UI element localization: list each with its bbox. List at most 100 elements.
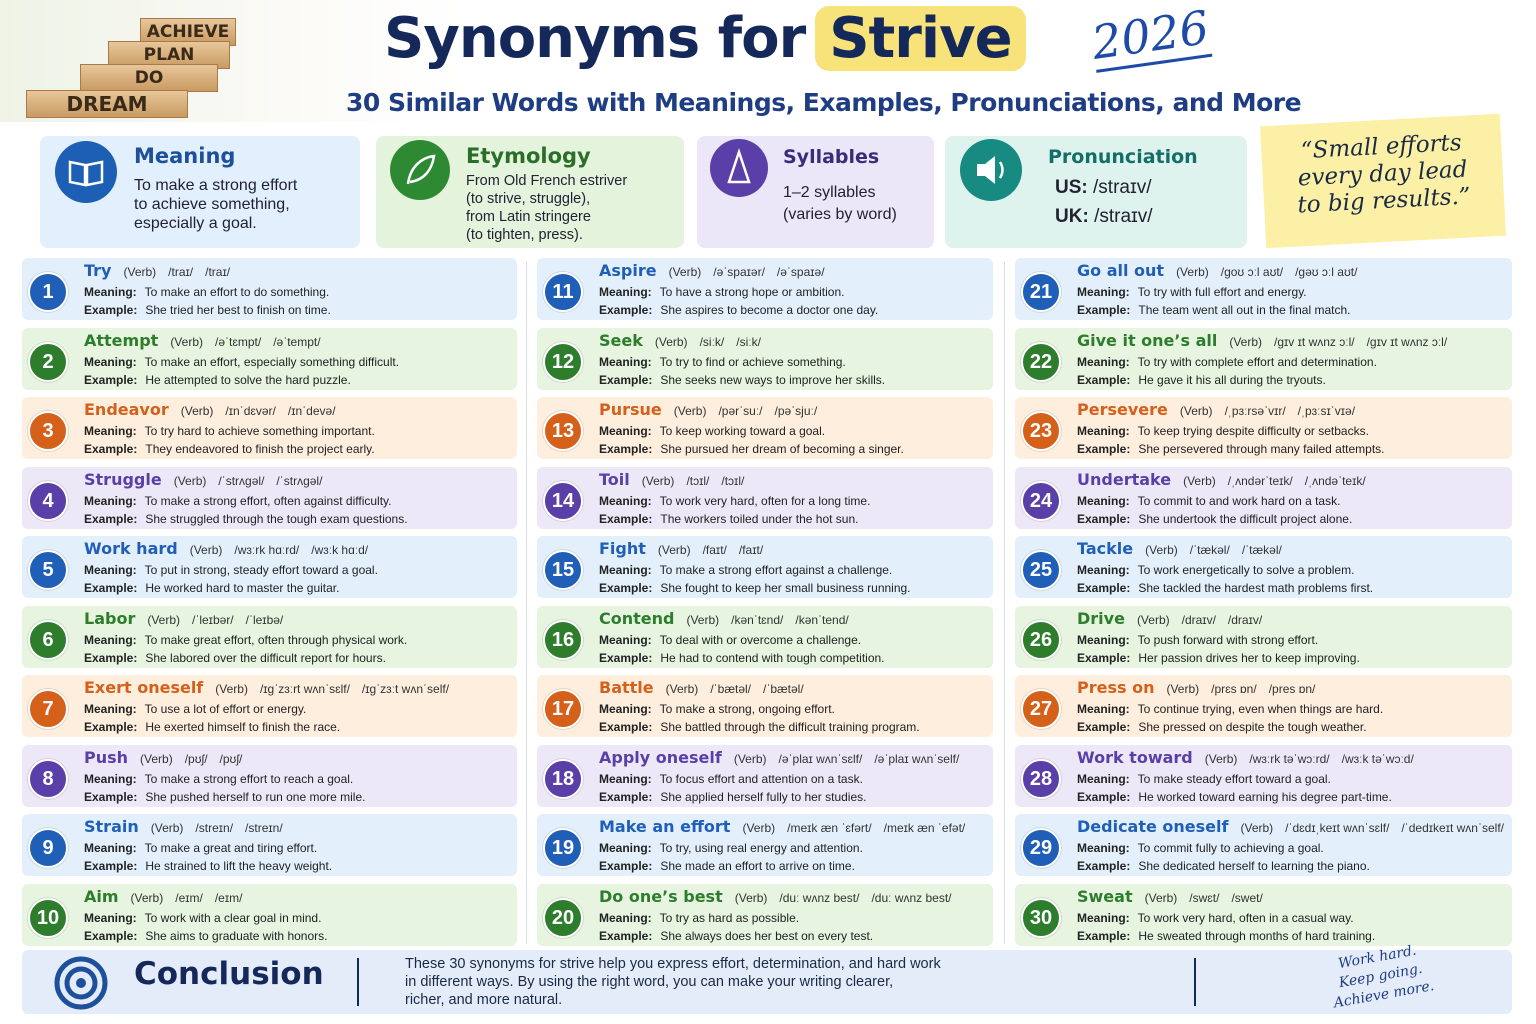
example: She applied herself fully to her studies… xyxy=(660,789,867,804)
headword-line: Make an effort (Verb) /meɪk æn ˈɛfərt/ /meɪ… xyxy=(599,817,977,836)
ipa-us: /traɪ/ xyxy=(168,265,194,279)
headword: Fight xyxy=(599,539,646,558)
label: Example: xyxy=(84,511,138,526)
ipa-uk: /ˈleɪbə/ xyxy=(245,612,284,627)
example-line: Example: She fought to keep her small bus… xyxy=(599,581,911,595)
ipa-us: /pərˈsuː/ xyxy=(718,404,763,418)
ipa-us: /eɪm/ xyxy=(175,890,203,905)
headword: Pursue xyxy=(599,400,662,419)
ipa-us: /ɡoʊ ɔːl aʊt/ xyxy=(1220,265,1284,279)
year: 2026 xyxy=(1088,0,1213,73)
ipa-uk: /ˈdedɪkeɪt wʌnˈself/ xyxy=(1401,821,1504,835)
ipa-uk: /eɪm/ xyxy=(214,890,243,905)
label: Meaning: xyxy=(1077,702,1130,716)
word-card: 15 Fight (Verb) /faɪt/ /faɪt/Meaning: To make… xyxy=(537,536,993,598)
conclusion-title: Conclusion xyxy=(134,956,324,992)
headword-line: Attempt (Verb) /əˈtɛmpt/ /əˈtempt/ xyxy=(84,331,333,350)
meaning: To put in strong, steady effort toward a… xyxy=(144,563,378,577)
number-badge: 27 xyxy=(1021,689,1061,729)
headword-line: Aspire (Verb) /əˈspaɪər/ /əˈspaɪə/ xyxy=(599,261,837,280)
meaning-line: Meaning: To commit fully to achieving a g… xyxy=(1077,841,1324,855)
example: She aspires to become a doctor one day. xyxy=(660,303,879,317)
ipa-us: /duː wʌnz best/ xyxy=(779,890,860,905)
headword-line: Push (Verb) /pʊʃ/ /pʊʃ/ xyxy=(84,748,254,767)
ipa-us: /əˈspaɪər/ xyxy=(713,265,765,279)
headword-line: Drive (Verb) /draɪv/ /draɪv/ xyxy=(1077,609,1274,628)
headword-line: Aim (Verb) /eɪm/ /eɪm/ xyxy=(84,887,254,906)
example: She aims to graduate with honors. xyxy=(145,928,328,943)
headword: Exert oneself xyxy=(84,678,204,697)
example: She always does her best on every test. xyxy=(660,928,874,943)
label: Meaning: xyxy=(1077,841,1130,855)
example: She pressed on despite the tough weather… xyxy=(1138,720,1367,734)
meaning-line: Meaning: To put in strong, steady effort … xyxy=(84,563,378,577)
word-card: 28 Work toward (Verb) /wɜːrk təˈwɔːrd/ /wɜːk… xyxy=(1015,744,1512,807)
headword: Aim xyxy=(84,886,119,906)
headword-line: Work hard (Verb) /wɜːrk hɑːrd/ /wɜːk hɑːd/ xyxy=(84,539,380,558)
part-of-speech: (Verb) xyxy=(1204,751,1238,766)
headword: Strain xyxy=(84,817,139,836)
part-of-speech: (Verb) xyxy=(123,265,157,279)
headword-line: Dedicate oneself (Verb) /ˈdɛdɪˌkeɪt wʌnˈsɛ… xyxy=(1077,817,1516,836)
meaning: To work energetically to solve a problem… xyxy=(1137,563,1355,577)
ipa-us: /pʊʃ/ xyxy=(184,751,208,766)
ipa-uk: /duː wʌnz best/ xyxy=(871,890,952,905)
example: She fought to keep her small business ru… xyxy=(660,581,911,595)
text-line: From Old French estriver xyxy=(466,173,628,189)
meaning: To work very hard, often in a casual way… xyxy=(1137,910,1354,925)
meaning-line: Meaning: To try to find or achieve someth… xyxy=(599,355,846,369)
label: Meaning: xyxy=(84,563,137,577)
word-card: 20 Do one’s best (Verb) /duː wʌnz best/ /duː… xyxy=(537,883,993,946)
ipa-uk: /pʊʃ/ xyxy=(219,751,243,766)
label: Example: xyxy=(599,303,653,317)
example-line: Example: He had to contend with tough com… xyxy=(599,651,885,665)
headword: Battle xyxy=(599,678,654,697)
ipa-us: /ˈleɪbər/ xyxy=(192,612,234,627)
label: Example: xyxy=(84,859,138,873)
word-card: 22 Give it one’s all (Verb) /ɡɪv ɪt wʌnz ɔː… xyxy=(1015,327,1512,390)
number-badge: 21 xyxy=(1021,272,1061,312)
card-title: Etymology xyxy=(466,144,591,168)
headword-line: Tackle (Verb) /ˈtækəl/ /ˈtækəl/ xyxy=(1077,539,1294,558)
meaning: To continue trying, even when things are… xyxy=(1137,702,1384,716)
meaning: To focus effort and attention on a task. xyxy=(659,771,863,786)
word-card: 25 Tackle (Verb) /ˈtækəl/ /ˈtækəl/Meaning: To… xyxy=(1015,536,1512,598)
meaning: To keep trying despite difficulty or set… xyxy=(1137,424,1369,438)
part-of-speech: (Verb) xyxy=(1176,265,1209,279)
meaning-line: Meaning: To have a strong hope or ambitio… xyxy=(599,285,844,299)
etymology-card: Etymology From Old French estriver (to st… xyxy=(376,136,684,248)
word-card: 2 Attempt (Verb) /əˈtɛmpt/ /əˈtempt/Meaning:… xyxy=(22,327,517,390)
part-of-speech: (Verb) xyxy=(189,543,223,557)
ipa-uk: /traɪ/ xyxy=(205,265,231,279)
label: Meaning: xyxy=(84,424,137,438)
word-card: 26 Drive (Verb) /draɪv/ /draɪv/Meaning: To pu… xyxy=(1015,605,1512,668)
example-line: Example: She applied herself fully to her… xyxy=(599,790,866,804)
ipa-us: /swɛt/ xyxy=(1189,890,1220,905)
part-of-speech: (Verb) xyxy=(657,543,691,557)
number-badge: 24 xyxy=(1021,480,1061,521)
headword-line: Contend (Verb) /kənˈtɛnd/ /kənˈtend/ xyxy=(599,609,861,628)
headword-line: Exert oneself (Verb) /ɪɡˈzɜːrt wʌnˈsɛlf/ /ɪ… xyxy=(84,678,461,697)
ipa-uk: /əˈtempt/ xyxy=(273,334,321,349)
headword-line: Try (Verb) /traɪ/ /traɪ/ xyxy=(84,261,242,280)
number-badge: 28 xyxy=(1021,758,1061,799)
meaning-line: Meaning: To commit to and work hard on a … xyxy=(1077,494,1340,508)
meaning-line: Meaning: To make a strong, ongoing effort… xyxy=(599,702,835,716)
card-title: Syllables xyxy=(783,146,880,168)
example-line: Example: He exerted himself to finish the… xyxy=(84,720,340,734)
headword: Attempt xyxy=(84,330,159,350)
headword-line: Strain (Verb) /streɪn/ /streɪn/ xyxy=(84,817,295,836)
number-badge: 26 xyxy=(1021,619,1061,660)
leaf-icon xyxy=(390,140,450,200)
meaning-line: Meaning: To make a strong effort, often a… xyxy=(84,494,391,508)
word-card: 1 Try (Verb) /traɪ/ /traɪ/Meaning: To make an… xyxy=(22,258,517,320)
number-badge: 1 xyxy=(28,272,68,312)
card-text: From Old French estriver (to strive, stru… xyxy=(466,172,627,244)
headword: Endeavor xyxy=(84,400,169,419)
card-title: Pronunciation xyxy=(1048,146,1198,168)
text-line: to achieve something, xyxy=(134,196,290,213)
part-of-speech: (Verb) xyxy=(686,612,720,627)
example: He worked hard to master the guitar. xyxy=(145,581,340,595)
headword-line: Give it one’s all (Verb) /ɡɪv ɪt wʌnz ɔːl/… xyxy=(1077,331,1459,350)
ipa-us: /draɪv/ xyxy=(1181,612,1216,627)
